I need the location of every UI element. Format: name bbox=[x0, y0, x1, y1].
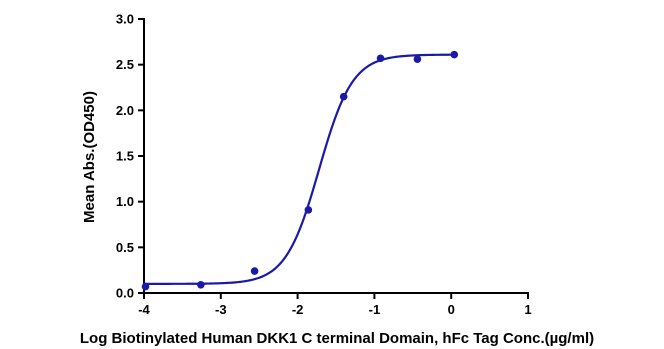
x-tick-label: 1 bbox=[524, 302, 531, 317]
x-tick-label: -2 bbox=[292, 302, 304, 317]
data-point bbox=[197, 280, 205, 289]
y-tick-label: 1.5 bbox=[116, 149, 134, 164]
x-tick-label: -4 bbox=[138, 302, 150, 317]
tick-labels: 0.0 0.5 1.0 1.5 2.0 2.5 3.0 -4 -3 -2 -1 0 1 bbox=[116, 12, 532, 318]
tick-marks bbox=[138, 18, 529, 299]
x-tick-label: -3 bbox=[215, 302, 227, 317]
axes bbox=[143, 18, 529, 294]
x-tick-label: -1 bbox=[369, 302, 381, 317]
y-tick-label: 0.0 bbox=[116, 286, 134, 301]
y-tick-label: 1.0 bbox=[116, 194, 134, 209]
x-axis-label: Log Biotinylated Human DKK1 C terminal D… bbox=[80, 330, 594, 347]
y-tick-label: 2.0 bbox=[116, 103, 134, 118]
y-tick-label: 3.0 bbox=[116, 12, 134, 27]
x-tick-label: 0 bbox=[448, 302, 455, 317]
y-tick-label: 2.5 bbox=[116, 57, 134, 72]
data-point bbox=[413, 55, 422, 63]
data-point bbox=[250, 267, 259, 275]
data-point bbox=[304, 206, 313, 214]
y-tick-label: 0.5 bbox=[116, 240, 134, 255]
data-point bbox=[450, 50, 459, 59]
fit-curve bbox=[144, 53, 455, 285]
data-point bbox=[376, 54, 385, 63]
data-point bbox=[141, 282, 150, 291]
data-points bbox=[141, 50, 459, 291]
data-point bbox=[339, 92, 348, 101]
y-axis-label: Mean Abs.(OD450) bbox=[81, 91, 98, 223]
